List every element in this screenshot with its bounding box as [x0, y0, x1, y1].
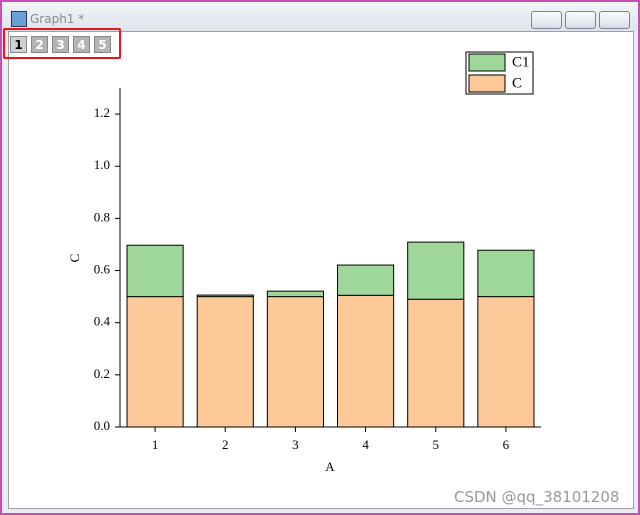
bar-segment: [477, 249, 535, 298]
x-tick-label: 3: [292, 437, 299, 452]
y-tick-label: 0.2: [94, 366, 110, 381]
minimize-button[interactable]: [531, 11, 562, 29]
bar-segment: [196, 294, 254, 298]
bar-segment: [196, 296, 254, 428]
layer-tab[interactable]: 1: [10, 36, 27, 53]
window-title: Graph1 *: [30, 12, 85, 26]
layer-tab[interactable]: 4: [73, 36, 90, 53]
bar-segment: [126, 296, 184, 428]
layer-tab[interactable]: 3: [52, 36, 69, 53]
bar-segment: [477, 296, 535, 428]
bar-segment: [337, 264, 395, 296]
layer-tab[interactable]: 5: [94, 36, 111, 53]
layer-tab[interactable]: 2: [31, 36, 48, 53]
legend-swatch: [468, 53, 506, 72]
bar-segment: [407, 298, 465, 428]
bar-segment: [126, 244, 184, 298]
close-button[interactable]: [599, 11, 630, 29]
bar-segment: [266, 290, 324, 298]
legend-label: C: [512, 75, 522, 91]
bar-segment: [407, 241, 465, 300]
x-tick-label: 2: [222, 437, 229, 452]
x-tick-label: 4: [362, 437, 369, 452]
x-tick-label: 5: [433, 437, 440, 452]
y-tick-label: 1.0: [94, 157, 110, 172]
x-axis-label: A: [325, 459, 335, 474]
watermark: CSDN @qq_38101208: [454, 488, 620, 506]
bar-segment: [266, 296, 324, 428]
y-tick-label: 0.4: [94, 314, 111, 329]
x-tick-label: 6: [503, 437, 510, 452]
bar-segment: [337, 294, 395, 428]
y-tick-label: 0.0: [94, 418, 110, 433]
y-tick-label: 0.6: [94, 262, 111, 277]
y-axis-label: C: [67, 254, 82, 263]
legend-label: C1: [512, 54, 530, 70]
maximize-button[interactable]: [565, 11, 596, 29]
window-icon: [11, 11, 27, 27]
title-bar: Graph1 *: [2, 2, 638, 31]
x-tick-label: 1: [152, 437, 159, 452]
y-tick-label: 1.2: [94, 105, 110, 120]
legend-swatch: [468, 74, 506, 93]
y-tick-label: 0.8: [94, 209, 110, 224]
